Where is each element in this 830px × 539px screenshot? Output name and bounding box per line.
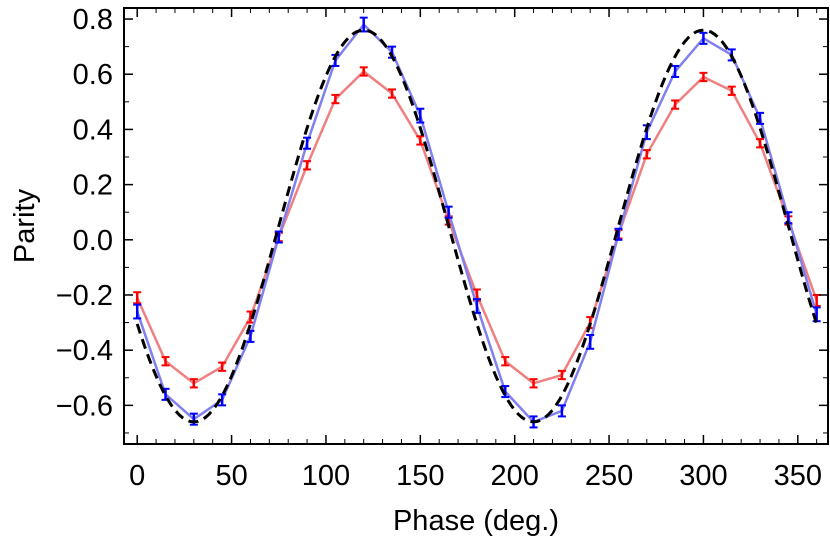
y-tick-label: −0.4 xyxy=(56,335,113,367)
error-bar xyxy=(557,404,566,418)
error-bar xyxy=(671,64,680,78)
series-layer xyxy=(133,16,821,429)
x-tick-label: 350 xyxy=(774,460,822,492)
error-bar xyxy=(501,385,510,399)
ticks-layer: 0 50 100 150 200 250 300 350 −0.6 −0.4 −0.2 0.0 0.2 0… xyxy=(56,4,828,492)
error-bar xyxy=(501,356,510,367)
error-bar xyxy=(416,135,425,146)
error-bar xyxy=(416,107,425,124)
error-bar xyxy=(756,111,765,125)
y-tick-label: 0.8 xyxy=(73,4,113,36)
series-1 xyxy=(133,16,821,429)
y-axis-label: Parity xyxy=(9,188,41,263)
error-bar xyxy=(756,138,765,149)
error-bar xyxy=(274,230,283,244)
error-bar xyxy=(218,393,227,407)
error-bar xyxy=(189,378,198,389)
y-tick-label: −0.6 xyxy=(56,390,113,422)
error-bar xyxy=(671,99,680,110)
error-bar xyxy=(586,334,595,350)
error-bar xyxy=(727,85,736,96)
error-bar xyxy=(642,149,651,160)
error-bar xyxy=(699,31,708,45)
series-line xyxy=(136,69,818,385)
error-bar xyxy=(133,303,142,320)
y-tick-label: 0.2 xyxy=(73,170,113,202)
error-bar xyxy=(331,93,340,105)
error-bar xyxy=(388,88,397,99)
error-bar xyxy=(359,66,368,77)
error-bar xyxy=(557,369,566,381)
x-tick-label: 250 xyxy=(585,460,633,492)
error-bar xyxy=(699,71,708,83)
x-tick-label: 300 xyxy=(679,460,727,492)
plot-frame xyxy=(123,7,829,445)
y-tick-label: −0.2 xyxy=(56,280,113,312)
x-axis-label: Phase (deg.) xyxy=(393,505,559,537)
error-bar xyxy=(303,136,312,150)
x-tick-label: 150 xyxy=(396,460,444,492)
error-bar xyxy=(529,378,538,389)
error-bar xyxy=(303,160,312,171)
error-bar xyxy=(133,291,142,305)
error-bar xyxy=(218,361,227,372)
series-line xyxy=(136,22,818,424)
error-bar xyxy=(161,356,170,367)
y-tick-label: 0.6 xyxy=(73,59,113,91)
y-tick-label: 0.0 xyxy=(73,225,113,257)
y-tick-label: 0.4 xyxy=(73,114,113,146)
x-tick-label: 100 xyxy=(302,460,350,492)
series-0 xyxy=(133,66,821,389)
x-tick-label: 0 xyxy=(129,460,145,492)
x-tick-label: 50 xyxy=(215,460,247,492)
x-tick-label: 200 xyxy=(490,460,538,492)
error-bar xyxy=(444,205,453,219)
